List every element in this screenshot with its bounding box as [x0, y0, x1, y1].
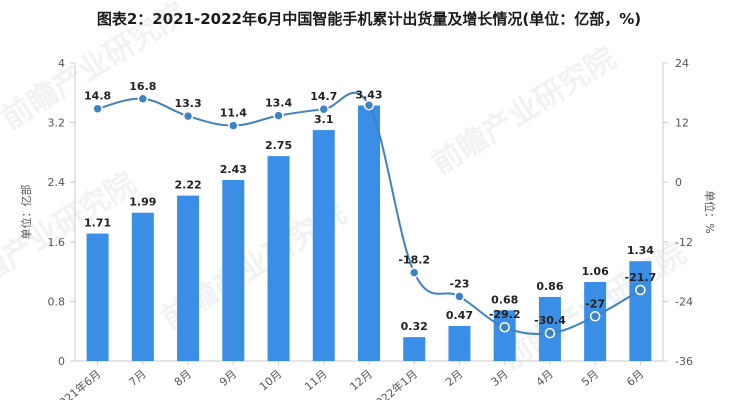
bar — [177, 195, 200, 361]
bar-label: 1.34 — [627, 244, 654, 257]
bar — [403, 337, 426, 361]
y-tick-label: 1.6 — [48, 236, 66, 249]
y2-tick-label: -12 — [675, 236, 693, 249]
bar-label: 1.71 — [84, 217, 111, 230]
y-tick-label: 0 — [58, 355, 65, 368]
x-tick-label: 4月 — [534, 367, 556, 389]
line-point — [182, 110, 194, 122]
x-tick-label: 2021年6月 — [51, 367, 104, 400]
bar — [312, 130, 335, 361]
line-point — [92, 103, 103, 114]
line-point — [273, 110, 284, 121]
y2-axis-title: 单位：% — [703, 190, 717, 233]
y2-tick-label: -24 — [675, 295, 693, 308]
bar-label: 1.06 — [582, 265, 609, 278]
line-point — [544, 327, 556, 339]
bar-label: 0.68 — [491, 293, 518, 306]
x-tick-label: 9月 — [217, 367, 239, 389]
bar-label: 0.32 — [401, 320, 428, 333]
line-label: 13.4 — [265, 97, 292, 110]
line-label: 14.8 — [84, 90, 111, 103]
line-point — [318, 103, 330, 115]
x-tick-label: 7月 — [127, 367, 149, 389]
line-label: -18.2 — [398, 254, 430, 267]
bar — [131, 212, 154, 361]
bar — [448, 325, 471, 361]
bar-label: 1.99 — [129, 196, 156, 209]
y-tick-label: 0.8 — [48, 295, 66, 308]
bar-label: 2.75 — [265, 139, 292, 152]
x-tick-label: 5月 — [579, 367, 601, 389]
bar — [86, 233, 109, 361]
line-point — [363, 99, 375, 111]
bar — [267, 156, 290, 361]
bar — [493, 310, 516, 361]
watermark-text: 前瞻产业研究院 — [0, 0, 192, 137]
x-tick-label: 2022年1月 — [367, 367, 420, 400]
bar-label: 0.86 — [536, 280, 563, 293]
y-tick-label: 4 — [58, 57, 65, 70]
x-tick-label: 2月 — [443, 367, 465, 389]
line-label: 14.7 — [310, 90, 337, 103]
x-tick-label: 11月 — [302, 367, 330, 393]
line-label: 16.8 — [129, 80, 156, 93]
line-label: -21.7 — [625, 271, 657, 284]
bar-label: 2.43 — [220, 163, 247, 176]
line-point — [499, 321, 510, 333]
y2-tick-label: 12 — [675, 117, 689, 130]
line-label: 13.3 — [175, 97, 202, 110]
bar — [222, 179, 245, 361]
x-tick-label: 12月 — [347, 367, 375, 393]
bar-label: 2.22 — [175, 179, 202, 192]
line-label: 11.4 — [220, 107, 247, 120]
y-tick-label: 2.4 — [48, 176, 66, 189]
line-point — [228, 120, 239, 131]
line-label: -23 — [450, 277, 470, 290]
line-label: -27 — [585, 297, 605, 310]
line-label: -29.2 — [489, 308, 521, 321]
line-point — [589, 311, 601, 322]
y-tick-label: 3.2 — [48, 117, 66, 130]
chart-title: 图表2：2021-2022年6月中国智能手机累计出货量及增长情况(单位：亿部，%… — [96, 10, 642, 28]
x-tick-label: 6月 — [624, 367, 646, 389]
watermark-text: 前瞻产业研究院 — [426, 41, 623, 182]
y2-tick-label: -36 — [675, 355, 693, 368]
bar — [629, 261, 652, 361]
line-point — [635, 284, 646, 296]
x-tick-label: 8月 — [172, 367, 194, 389]
line-point — [137, 93, 149, 105]
y2-tick-label: 0 — [675, 176, 682, 189]
bar-label: 3.1 — [314, 113, 334, 126]
x-tick-label: 10月 — [257, 367, 285, 393]
y2-tick-label: 24 — [675, 57, 689, 70]
line-label: -30.4 — [534, 314, 566, 327]
x-tick-label: 3月 — [488, 367, 510, 389]
line-point — [454, 291, 465, 302]
bar-label: 0.47 — [446, 309, 473, 322]
line-point — [408, 267, 420, 278]
bar — [358, 105, 380, 361]
bar-label: 3.43 — [355, 88, 382, 101]
y-axis-title: 单位：亿部 — [19, 185, 33, 240]
